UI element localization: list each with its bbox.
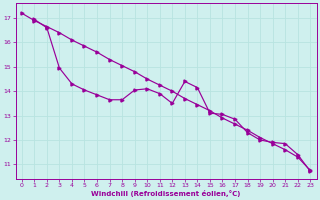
X-axis label: Windchill (Refroidissement éolien,°C): Windchill (Refroidissement éolien,°C) (91, 190, 241, 197)
